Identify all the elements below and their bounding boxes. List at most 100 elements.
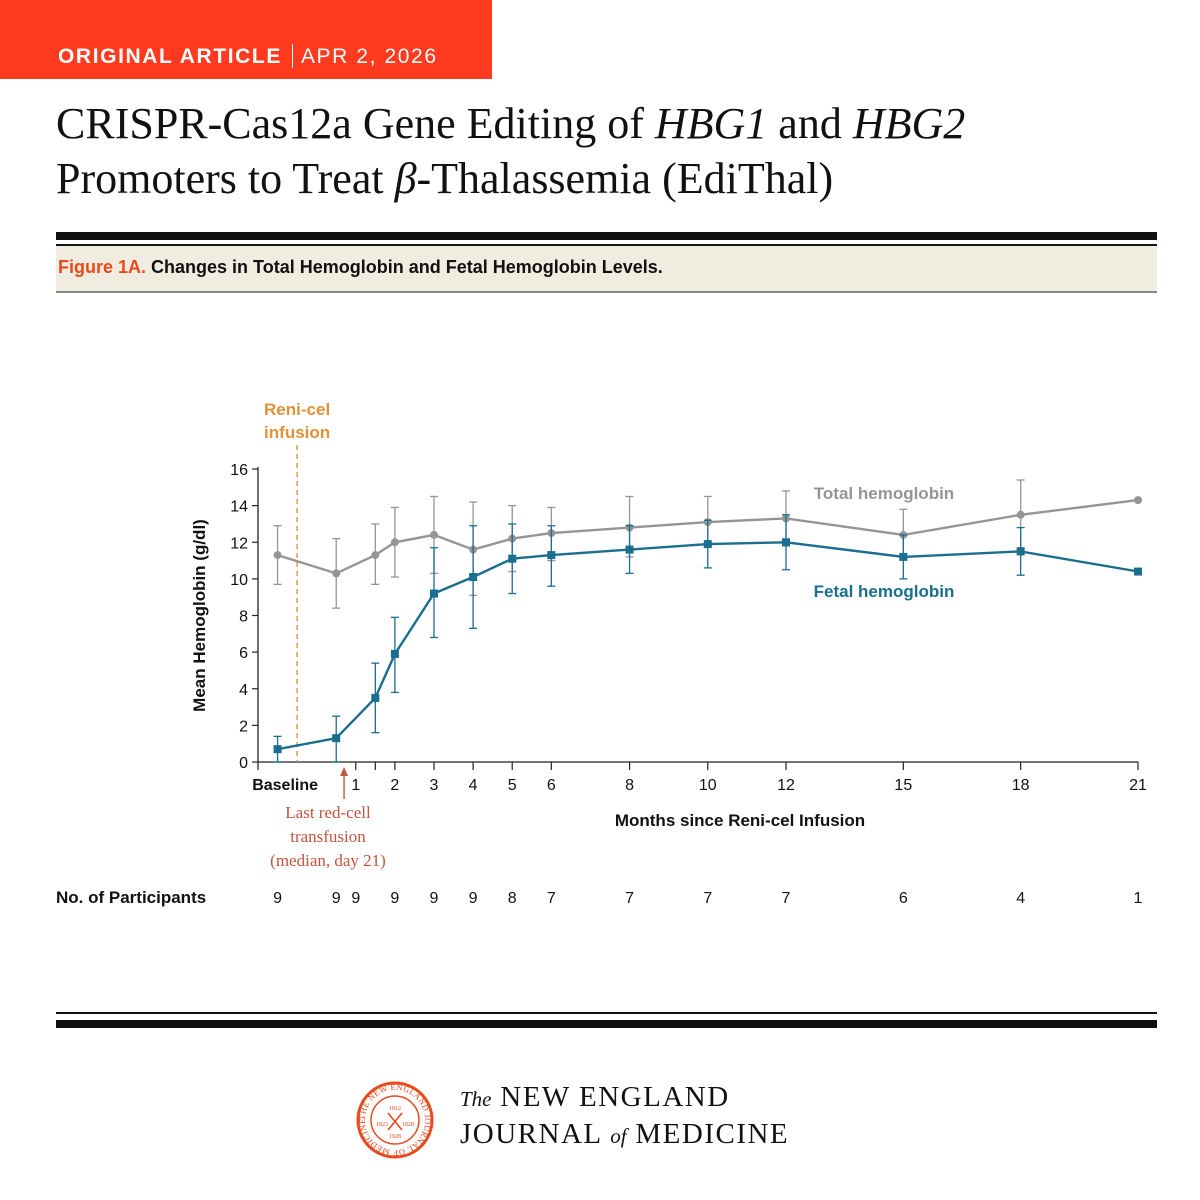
figure-caption: Figure 1A. Changes in Total Hemoglobin a…	[58, 257, 663, 278]
data-point	[508, 554, 517, 563]
title-beta: β	[394, 154, 417, 203]
data-point	[703, 540, 712, 549]
data-point	[332, 734, 341, 743]
participants-count: 9	[390, 890, 399, 907]
series-label-total-hemoglobin: Total hemoglobin	[814, 484, 954, 503]
y-tick-label: 8	[239, 609, 248, 626]
nejm-seal-logo: THE NEW ENGLAND JOURNAL OF MEDICINE 1812…	[356, 1081, 434, 1159]
participants-count: 1	[1134, 890, 1143, 907]
x-tick-label: 1	[351, 777, 360, 794]
tag-separator	[291, 44, 293, 68]
participants-count: 9	[469, 890, 478, 907]
seal-year-4: 1928	[389, 1134, 401, 1140]
data-point	[390, 649, 399, 658]
data-point	[371, 551, 380, 560]
participants-row-label: No. of Participants	[56, 888, 206, 907]
article-type-tag: ORIGINAL ARTICLE APR 2, 2026	[58, 44, 438, 69]
data-point	[430, 530, 438, 539]
participants-count: 7	[703, 890, 712, 907]
x-tick-label: 5	[508, 777, 517, 794]
data-point	[782, 538, 790, 547]
footer-rule-thick	[56, 1020, 1157, 1028]
title-gene-hbg2: HBG2	[852, 99, 966, 148]
transfusion-label: Last red-cell	[285, 803, 371, 822]
title-gene-hbg1: HBG1	[654, 99, 768, 148]
header-rule-thin	[56, 244, 1157, 246]
journal-line2b: MEDICINE	[635, 1118, 790, 1150]
y-tick-label: 2	[239, 718, 248, 735]
infusion-label: Reni-cel	[264, 400, 330, 419]
x-tick-label: Baseline	[252, 777, 318, 794]
series-line	[277, 541, 1139, 751]
data-point	[625, 545, 634, 554]
x-tick-label: 18	[1012, 777, 1030, 794]
y-tick-label: 10	[230, 572, 248, 589]
footer-rule-thin	[56, 1012, 1157, 1014]
seal-year-3: 1828	[402, 1122, 414, 1128]
participants-count: 7	[625, 890, 634, 907]
data-point	[1016, 547, 1025, 556]
series-fetal-hemoglobin	[273, 514, 1142, 763]
figure-caption-bar: Figure 1A. Changes in Total Hemoglobin a…	[56, 246, 1157, 293]
participants-count: 6	[899, 890, 908, 907]
article-date: APR 2, 2026	[300, 45, 438, 68]
series-label-fetal-hemoglobin: Fetal hemoglobin	[814, 582, 955, 601]
participants-count: 7	[782, 890, 791, 907]
x-tick-label: 21	[1129, 777, 1147, 794]
x-tick-label: 3	[430, 777, 439, 794]
journal-line1: NEW ENGLAND	[500, 1081, 730, 1113]
article-title: CRISPR-Cas12a Gene Editing of HBG1 and H…	[56, 96, 1166, 206]
transfusion-label: (median, day 21)	[270, 851, 386, 870]
x-tick-label: 15	[894, 777, 912, 794]
data-point	[273, 745, 282, 754]
article-type-banner: ORIGINAL ARTICLE APR 2, 2026	[0, 0, 492, 79]
participants-count: 8	[508, 890, 517, 907]
infusion-label: infusion	[264, 423, 330, 442]
seal-year-2: 1823	[376, 1122, 388, 1128]
y-tick-label: 0	[239, 755, 248, 772]
data-point	[273, 551, 282, 560]
transfusion-label: transfusion	[290, 827, 366, 846]
data-point	[332, 569, 341, 578]
figure-caption-text: Changes in Total Hemoglobin and Fetal He…	[151, 257, 663, 277]
participants-count: 9	[430, 890, 439, 907]
participants-count: 9	[351, 890, 360, 907]
x-tick-label: 4	[469, 777, 478, 794]
transfusion-arrow-head	[340, 767, 349, 776]
x-tick-label: 12	[777, 777, 795, 794]
x-tick-label: 8	[625, 777, 634, 794]
y-tick-label: 14	[230, 499, 248, 516]
data-point	[430, 589, 438, 598]
y-tick-label: 6	[239, 645, 248, 662]
title-part: and	[767, 99, 853, 148]
x-axis-label: Months since Reni-cel Infusion	[615, 811, 865, 830]
article-type: ORIGINAL ARTICLE	[58, 45, 282, 68]
participants-count: 9	[332, 890, 341, 907]
data-point	[390, 538, 399, 547]
x-tick-label: 6	[547, 777, 556, 794]
journal-line2a: JOURNAL	[460, 1118, 602, 1150]
y-tick-label: 4	[239, 682, 248, 699]
x-tick-label: 2	[390, 777, 399, 794]
journal-wordmark: The NEW ENGLAND JOURNAL of MEDICINE	[460, 1080, 789, 1154]
y-tick-label: 16	[230, 462, 248, 479]
figure-label: Figure 1A.	[58, 257, 147, 277]
data-point	[371, 693, 380, 702]
data-point	[547, 551, 556, 560]
x-tick-label: 10	[699, 777, 717, 794]
data-point	[469, 573, 478, 582]
y-tick-label: 12	[230, 535, 248, 552]
title-part: Promoters to Treat	[56, 154, 395, 203]
seal-year-1: 1812	[389, 1106, 401, 1112]
y-axis-label: Mean Hemoglobin (g/dl)	[190, 519, 209, 712]
journal-prefix: The	[460, 1087, 492, 1111]
participants-count: 4	[1016, 890, 1025, 907]
data-point	[1134, 567, 1142, 576]
participants-count: 7	[547, 890, 556, 907]
title-part: -Thalassemia (EdiThal)	[416, 154, 834, 203]
participants-count: 9	[273, 890, 282, 907]
title-part: CRISPR-Cas12a Gene Editing of	[56, 99, 655, 148]
data-point	[1134, 496, 1142, 505]
data-point	[899, 552, 908, 561]
